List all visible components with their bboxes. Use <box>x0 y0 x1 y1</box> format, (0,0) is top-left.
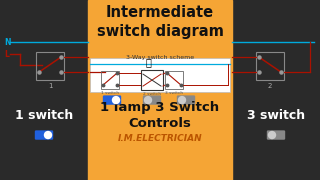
Text: 3 switch: 3 switch <box>165 91 183 95</box>
Text: 💡: 💡 <box>145 57 151 67</box>
Bar <box>36 52 64 80</box>
Bar <box>101 71 119 89</box>
Text: I.M.ELECTRICIAN: I.M.ELECTRICIAN <box>118 134 202 143</box>
Circle shape <box>145 97 151 104</box>
Text: 1 switch: 1 switch <box>15 109 73 122</box>
FancyBboxPatch shape <box>35 130 53 140</box>
Bar <box>0 0 88 180</box>
Text: 3 switch: 3 switch <box>247 109 305 122</box>
Bar <box>88 0 232 180</box>
FancyBboxPatch shape <box>143 95 161 105</box>
Bar <box>165 71 183 89</box>
Circle shape <box>268 132 276 139</box>
Bar <box>232 0 320 180</box>
Circle shape <box>179 97 186 104</box>
Text: Intermediate
switch diagram: Intermediate switch diagram <box>97 5 223 39</box>
Bar <box>90 58 230 92</box>
FancyBboxPatch shape <box>177 95 195 105</box>
Circle shape <box>113 97 119 104</box>
Text: L: L <box>4 50 9 59</box>
Text: 1: 1 <box>48 83 52 89</box>
Text: 3-Way switch scheme: 3-Way switch scheme <box>126 55 194 60</box>
Text: 2: 2 <box>268 83 272 89</box>
Text: 1 switch: 1 switch <box>101 91 119 95</box>
FancyBboxPatch shape <box>267 130 285 140</box>
Bar <box>256 52 284 80</box>
Text: 2 switch: 2 switch <box>143 92 161 96</box>
Bar <box>141 70 163 90</box>
Text: N: N <box>4 38 11 47</box>
FancyBboxPatch shape <box>103 95 121 105</box>
Text: 1 lamp 3 Switch
Controls: 1 lamp 3 Switch Controls <box>100 101 220 130</box>
Circle shape <box>44 132 52 139</box>
